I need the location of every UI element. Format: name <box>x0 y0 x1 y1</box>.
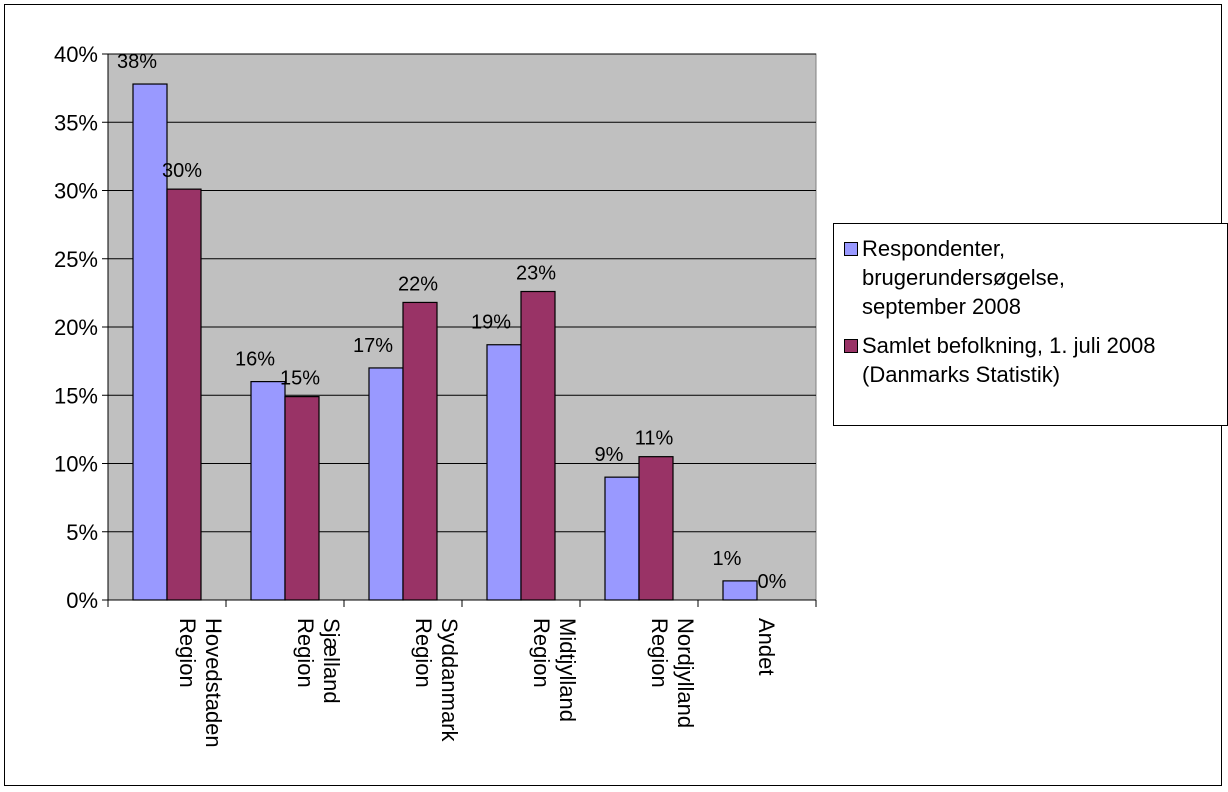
x-tick-label: Region Syddanmark <box>411 618 462 743</box>
y-tick-label: 15% <box>54 383 98 408</box>
legend-label-respondenter: Respondenter, brugerundersøgelse, septem… <box>862 236 1066 319</box>
bar <box>284 396 320 601</box>
y-tick-label: 35% <box>54 110 98 135</box>
data-label: 15% <box>280 368 320 390</box>
y-tick-label: 5% <box>66 520 98 545</box>
y-tick-label: 10% <box>54 452 98 477</box>
bar <box>368 367 404 601</box>
bar <box>638 456 674 601</box>
legend-swatch-respondenter <box>844 242 858 256</box>
x-tick-label-line: Region <box>293 618 318 688</box>
y-tick-label: 20% <box>54 315 98 340</box>
bar <box>250 381 286 601</box>
bar <box>486 344 522 601</box>
data-label: 19% <box>471 312 511 334</box>
data-label: 23% <box>516 263 556 285</box>
y-tick-label: 25% <box>54 247 98 272</box>
bar <box>402 301 438 601</box>
legend-item-befolkning: Samlet befolkning, 1. juli 2008 (Danmark… <box>844 331 1156 389</box>
legend-label-befolkning: Samlet befolkning, 1. juli 2008 (Danmark… <box>862 333 1156 387</box>
x-tick-label-line: Syddanmark <box>437 618 462 743</box>
data-label: 0% <box>758 571 787 593</box>
x-tick-label: Region Nordjylland <box>647 618 698 728</box>
bar <box>166 188 202 601</box>
legend-swatch-befolkning <box>844 339 858 353</box>
y-tick-label: 0% <box>66 588 98 613</box>
x-tick-label-line: Region <box>175 618 200 688</box>
x-tick-label: Region Midtjylland <box>529 618 580 722</box>
x-tick-label: Region Sjælland <box>293 618 344 704</box>
bar <box>132 83 168 601</box>
data-label: 30% <box>162 160 202 182</box>
data-label: 16% <box>235 349 275 371</box>
x-tick-label-line: Nordjylland <box>673 618 698 728</box>
chart-legend: Respondenter, brugerundersøgelse, septem… <box>833 223 1228 426</box>
data-label: 22% <box>398 273 438 295</box>
bar <box>722 580 758 601</box>
y-tick-label: 40% <box>54 42 98 67</box>
data-label: 38% <box>117 51 157 73</box>
x-tick-label-line: Region <box>647 618 672 688</box>
x-tick-label-line: Region <box>529 618 554 688</box>
bar <box>604 476 640 601</box>
data-label: 1% <box>713 548 742 570</box>
x-tick-label-line: Andet <box>754 618 779 676</box>
y-tick-label: 30% <box>54 179 98 204</box>
x-tick-label-line: Hovedstaden <box>201 618 226 748</box>
data-label: 17% <box>353 335 393 357</box>
data-label: 9% <box>595 444 624 466</box>
legend-item-respondenter: Respondenter, brugerundersøgelse, septem… <box>844 234 1065 321</box>
bar <box>520 290 556 601</box>
x-tick-label-line: Midtjylland <box>555 618 580 722</box>
data-label: 11% <box>635 428 674 450</box>
x-tick-label: Region Hovedstaden <box>175 618 226 748</box>
x-tick-label-line: Region <box>411 618 436 688</box>
x-tick-label: Andet <box>754 618 779 676</box>
x-tick-label-line: Sjælland <box>319 618 344 704</box>
